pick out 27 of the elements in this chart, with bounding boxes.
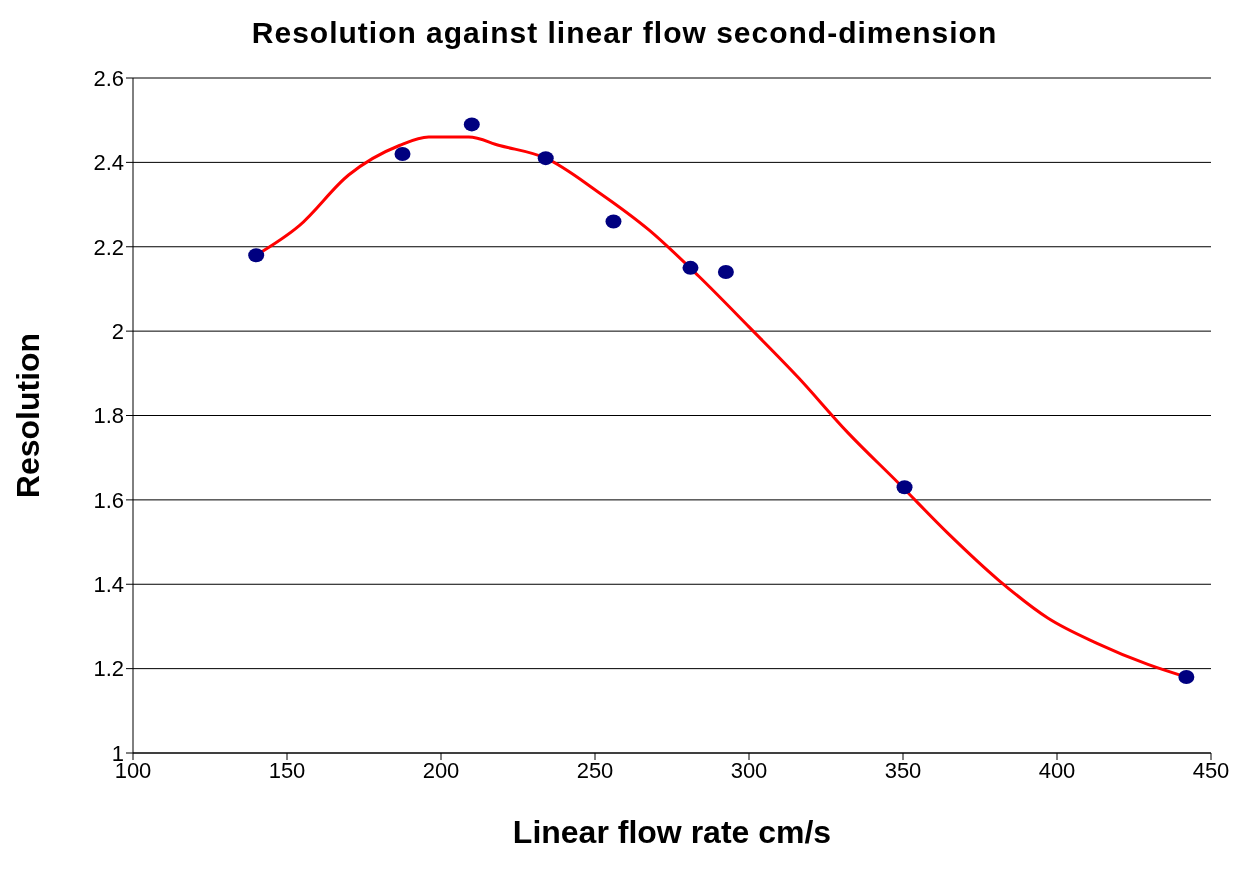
y-axis-title: Resolution	[10, 332, 47, 499]
point	[537, 151, 554, 166]
point	[248, 248, 265, 263]
x-tick-label: 350	[884, 757, 922, 783]
y-tick-label: 2.4	[93, 150, 124, 176]
point	[605, 214, 622, 229]
x-axis-title: Linear flow rate cm/s	[512, 814, 832, 850]
point	[1178, 670, 1195, 685]
x-tick-label: 400	[1038, 757, 1076, 783]
point	[896, 480, 913, 495]
x-tick-label: 450	[1192, 757, 1230, 783]
chart-title: Resolution against linear flow second-dimension	[250, 15, 999, 51]
y-tick-label: 1.8	[93, 403, 124, 429]
y-tick-label: 1.2	[93, 656, 124, 682]
y-tick-label: 2.6	[93, 65, 124, 91]
point	[717, 265, 734, 280]
x-tick-label: 150	[268, 757, 306, 783]
point	[394, 146, 411, 161]
y-tick-label: 1.6	[93, 487, 124, 513]
x-tick-label: 250	[576, 757, 614, 783]
x-tick-label: 200	[422, 757, 460, 783]
point	[463, 117, 480, 132]
y-tick-label: 2.2	[93, 234, 124, 260]
y-tick-label: 2	[111, 318, 124, 344]
point	[682, 260, 699, 275]
y-tick-label: 1.4	[93, 572, 124, 598]
x-tick-label: 300	[730, 757, 768, 783]
